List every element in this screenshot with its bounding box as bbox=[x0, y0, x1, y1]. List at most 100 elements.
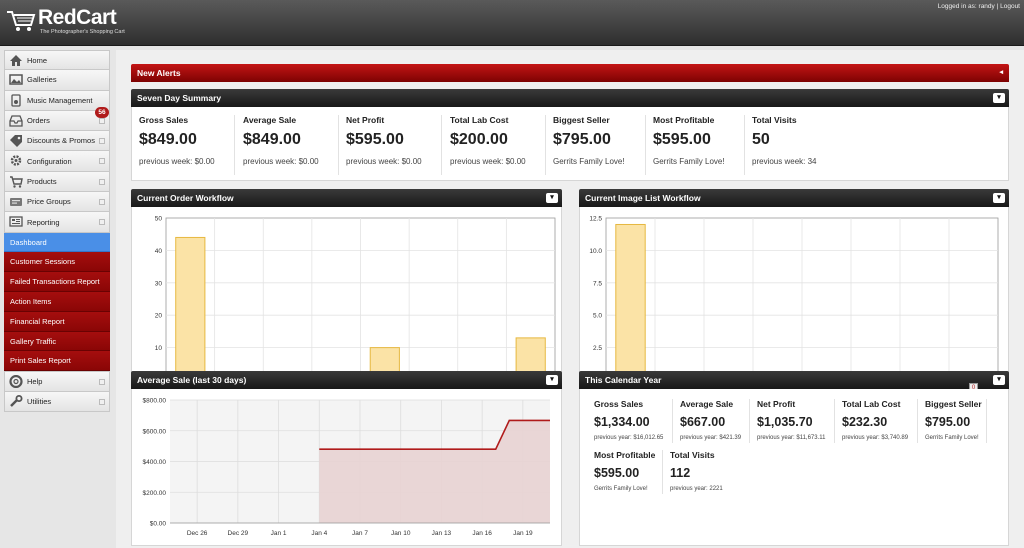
tag-icon bbox=[10, 135, 22, 148]
y-tick-label: 10.0 bbox=[589, 248, 602, 255]
sidebar-item-label: Products bbox=[27, 176, 57, 186]
sidebar-item-label: Price Groups bbox=[27, 197, 71, 207]
image-icon bbox=[9, 74, 23, 86]
stat-value: $795.00 bbox=[925, 415, 971, 429]
stat-label: Total Lab Cost bbox=[842, 399, 901, 409]
stat-value: 50 bbox=[752, 131, 770, 148]
expand-toggle-icon[interactable] bbox=[99, 379, 105, 386]
stat-previous: previous year: $3,740.89 bbox=[842, 435, 909, 441]
stat-previous: previous year: $11,673.11 bbox=[757, 435, 826, 441]
average-sale-title: Average Sale (last 30 days) bbox=[137, 375, 247, 385]
expand-toggle-icon[interactable] bbox=[99, 178, 105, 185]
y-tick-label: $0.00 bbox=[150, 521, 167, 528]
stat-most-profitable: Most Profitable $595.00 Gerrits Family L… bbox=[653, 115, 745, 175]
expand-toggle-icon[interactable] bbox=[99, 199, 105, 206]
sidebar-item-label: Utilities bbox=[27, 396, 52, 406]
sidebar-item-help[interactable]: Help bbox=[4, 371, 110, 392]
y-tick-label: $600.00 bbox=[143, 428, 167, 435]
year-stat-most-profitable: Most Profitable $595.00 Gerrits Family L… bbox=[594, 450, 663, 494]
panel-menu-toggle[interactable]: ▾ bbox=[546, 375, 558, 385]
stat-previous: previous week: $0.00 bbox=[139, 157, 215, 166]
stat-label: Average Sale bbox=[243, 115, 297, 125]
stat-label: Net Profit bbox=[346, 115, 385, 125]
stat-previous: Gerrits Family Love! bbox=[594, 486, 648, 492]
calendar-year-title: This Calendar Year bbox=[585, 375, 662, 385]
expand-toggle-icon[interactable] bbox=[99, 117, 105, 124]
stat-biggest-seller: Biggest Seller $795.00 Gerrits Family Lo… bbox=[553, 115, 646, 175]
stat-previous: previous week: $0.00 bbox=[450, 157, 526, 166]
sidebar-item-price-groups[interactable]: Price Groups bbox=[4, 192, 110, 213]
new-alerts-title: New Alerts bbox=[137, 68, 181, 78]
user-bar-separator: | bbox=[994, 3, 1001, 10]
stat-previous: Gerrits Family Love! bbox=[553, 157, 625, 166]
image-workflow-header: Current Image List Workflow ▾ bbox=[579, 189, 1009, 207]
y-tick-label: 50 bbox=[155, 216, 163, 223]
expand-toggle-icon[interactable] bbox=[99, 219, 105, 226]
sidebar-item-orders[interactable]: Orders 56 bbox=[4, 106, 110, 132]
year-stat-net-profit: Net Profit $1,035.70 previous year: $11,… bbox=[757, 399, 835, 443]
x-tick-label: Dec 26 bbox=[187, 530, 208, 537]
calendar-year-header: This Calendar Year 0 ▾ bbox=[579, 371, 1009, 393]
sidebar-item-reporting[interactable]: Reporting bbox=[4, 212, 110, 233]
average-sale-header: Average Sale (last 30 days) ▾ bbox=[131, 371, 562, 389]
brand-name: RedCart bbox=[38, 6, 117, 29]
top-bar: RedCart The Photographer's Shopping Cart… bbox=[0, 0, 1024, 46]
stat-label: Most Profitable bbox=[653, 115, 715, 125]
y-tick-label: $800.00 bbox=[143, 398, 167, 405]
x-tick-label: Jan 4 bbox=[311, 530, 327, 537]
main-content: New Alerts ◂ Seven Day Summary ▾ Gross S… bbox=[116, 50, 1024, 548]
sidebar-subitem-dashboard[interactable]: Dashboard bbox=[4, 232, 110, 253]
sidebar-item-configuration[interactable]: Configuration bbox=[4, 151, 110, 172]
year-stat-total-lab-cost: Total Lab Cost $232.30 previous year: $3… bbox=[842, 399, 918, 443]
average-sale-area bbox=[319, 420, 550, 523]
sidebar-item-label: Reporting bbox=[27, 217, 60, 227]
sidebar-subitem-customer-sessions[interactable]: Customer Sessions bbox=[4, 252, 110, 273]
collapse-arrow-icon[interactable]: ◂ bbox=[999, 69, 1003, 76]
x-tick-label: Jan 13 bbox=[432, 530, 452, 537]
sidebar-item-label: Help bbox=[27, 376, 43, 386]
expand-toggle-icon[interactable] bbox=[99, 158, 105, 165]
y-tick-label: $400.00 bbox=[143, 459, 167, 466]
stat-value: $849.00 bbox=[139, 131, 197, 148]
x-tick-label: Jan 10 bbox=[391, 530, 411, 537]
sidebar-subitem-gallery-traffic[interactable]: Gallery Traffic bbox=[4, 331, 110, 352]
sidebar-item-label: Galleries bbox=[27, 75, 57, 85]
sidebar-subitem-print-sales-report[interactable]: Print Sales Report bbox=[4, 351, 110, 372]
panel-menu-toggle[interactable]: ▾ bbox=[993, 375, 1005, 385]
sidebar-item-galleries[interactable]: Galleries bbox=[4, 70, 110, 91]
image-workflow-title: Current Image List Workflow bbox=[585, 193, 701, 203]
sidebar-item-discounts-promos[interactable]: Discounts & Promos bbox=[4, 131, 110, 152]
stat-previous: previous year: 2221 bbox=[670, 486, 723, 492]
sidebar-item-music-management[interactable]: Music Management bbox=[4, 90, 110, 111]
redcart-logo[interactable]: RedCart The Photographer's Shopping Cart bbox=[6, 4, 125, 40]
expand-toggle-icon[interactable] bbox=[99, 398, 105, 405]
sidebar-subitem-financial-report[interactable]: Financial Report bbox=[4, 311, 110, 332]
logout-link[interactable]: Logout bbox=[1000, 3, 1020, 10]
panel-menu-toggle[interactable]: ▾ bbox=[993, 93, 1005, 103]
sidebar-item-label: Configuration bbox=[27, 156, 72, 166]
sidebar-item-products[interactable]: Products bbox=[4, 171, 110, 193]
sidebar-subitem-failed-transactions-report[interactable]: Failed Transactions Report bbox=[4, 272, 110, 293]
expand-toggle-icon[interactable] bbox=[99, 138, 105, 145]
panel-menu-toggle[interactable]: ▾ bbox=[993, 193, 1005, 203]
sidebar-item-home[interactable]: Home bbox=[4, 50, 110, 71]
bar-submitted bbox=[615, 223, 646, 381]
stat-value: $232.30 bbox=[842, 415, 888, 429]
sidebar-subitem-action-items[interactable]: Action Items bbox=[4, 292, 110, 312]
y-tick-label: 10 bbox=[155, 345, 163, 352]
seven-day-summary-header: Seven Day Summary ▾ bbox=[131, 89, 1009, 107]
new-alerts-bar[interactable]: New Alerts ◂ bbox=[131, 64, 1009, 82]
year-stat-total-visits: Total Visits 112 previous year: 2221 bbox=[670, 450, 740, 494]
bar-submitted bbox=[175, 236, 206, 381]
stat-value: $1,035.70 bbox=[757, 415, 813, 429]
sidebar-item-label: Orders bbox=[27, 116, 50, 126]
stat-label: Total Lab Cost bbox=[450, 115, 509, 125]
panel-menu-toggle[interactable]: ▾ bbox=[546, 193, 558, 203]
x-tick-label: Jan 1 bbox=[271, 530, 287, 537]
y-tick-label: 20 bbox=[155, 313, 163, 320]
stat-previous: Gerrits Family Love! bbox=[925, 435, 979, 441]
x-tick-label: Jan 16 bbox=[472, 530, 492, 537]
x-tick-label: Dec 29 bbox=[228, 530, 249, 537]
y-tick-label: 7.5 bbox=[593, 280, 602, 287]
sidebar-item-utilities[interactable]: Utilities bbox=[4, 391, 110, 412]
